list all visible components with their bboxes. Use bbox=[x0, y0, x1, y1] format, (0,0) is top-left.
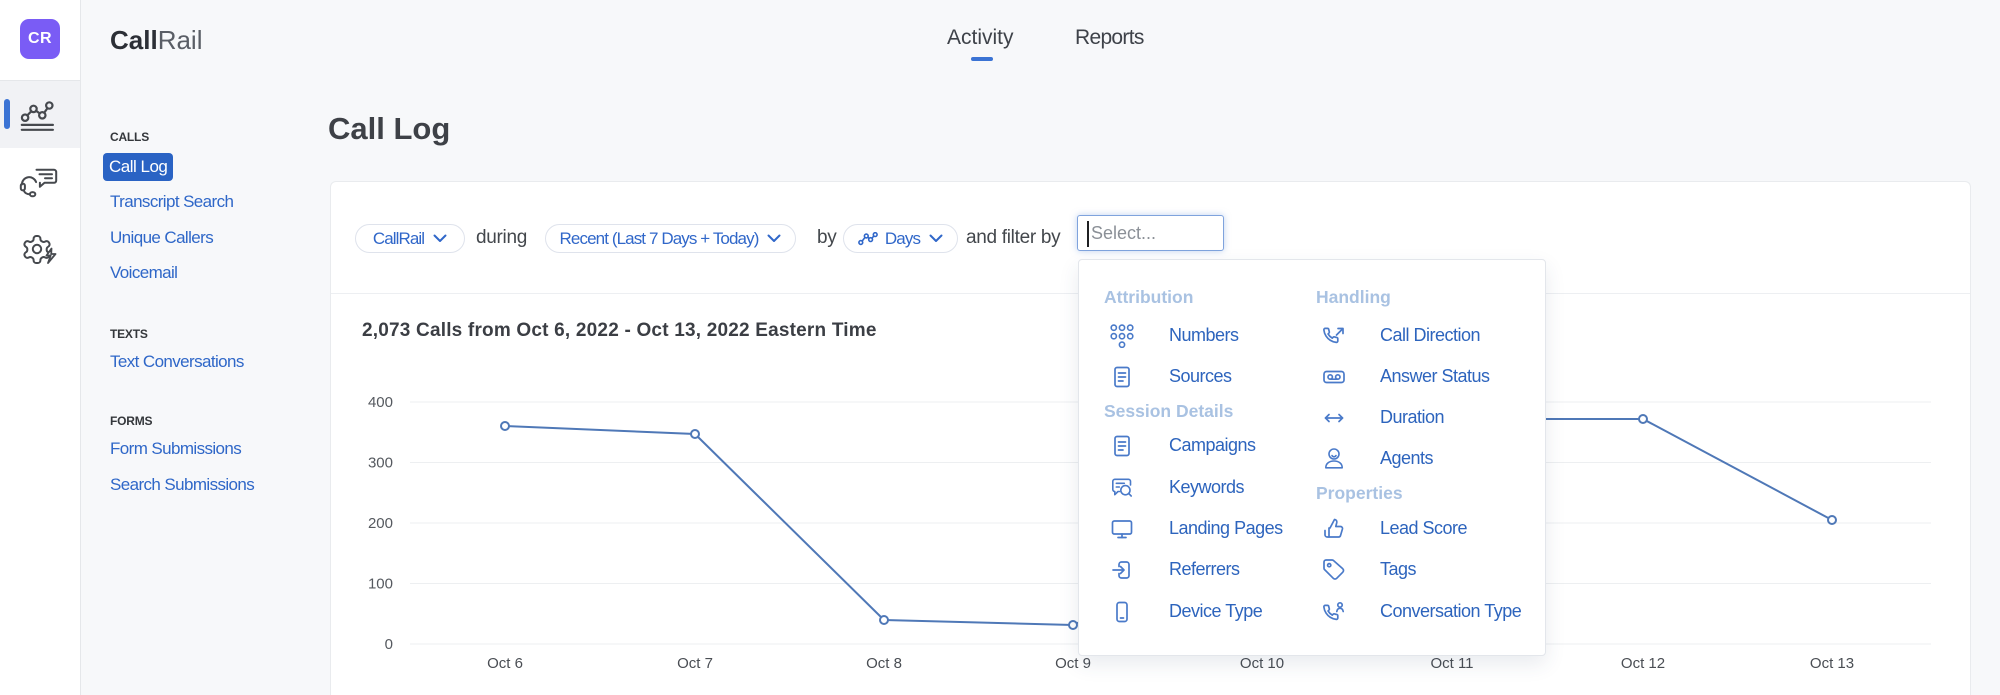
svg-text:Oct 13: Oct 13 bbox=[1810, 655, 1854, 672]
svg-text:0: 0 bbox=[385, 636, 393, 653]
svg-text:100: 100 bbox=[368, 576, 393, 593]
svg-text:400: 400 bbox=[368, 394, 393, 411]
svg-text:Oct 11: Oct 11 bbox=[1430, 655, 1473, 672]
svg-text:Oct 10: Oct 10 bbox=[1240, 655, 1284, 672]
svg-text:Oct 9: Oct 9 bbox=[1055, 655, 1091, 672]
svg-text:Oct 6: Oct 6 bbox=[487, 655, 523, 672]
svg-text:200: 200 bbox=[368, 515, 393, 532]
svg-text:300: 300 bbox=[368, 455, 393, 472]
svg-text:Oct 8: Oct 8 bbox=[866, 655, 902, 672]
svg-text:Oct 12: Oct 12 bbox=[1621, 655, 1665, 672]
svg-text:Oct 7: Oct 7 bbox=[677, 655, 713, 672]
